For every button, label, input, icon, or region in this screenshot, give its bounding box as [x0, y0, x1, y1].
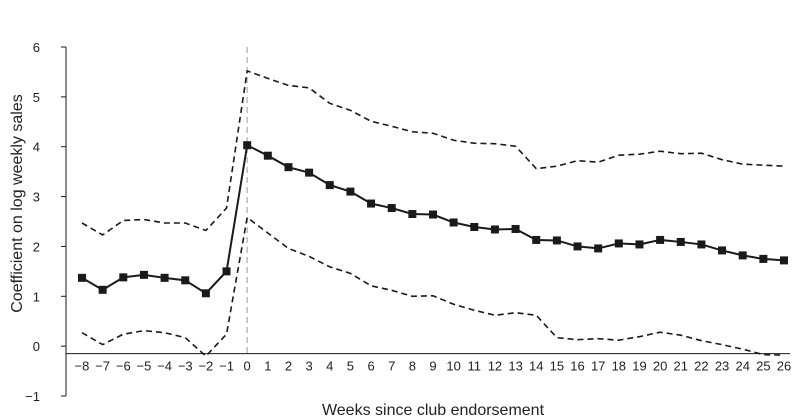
x-tick-label: −7: [95, 359, 110, 374]
estimate-point: [181, 276, 190, 285]
y-tick-label: 5: [33, 90, 40, 105]
estimate-point: [676, 237, 685, 246]
estimate-point: [98, 285, 107, 294]
estimate-point: [780, 256, 788, 265]
x-tick-label: −8: [75, 359, 90, 374]
x-tick-label: 13: [508, 359, 522, 374]
x-tick-label: 4: [326, 359, 333, 374]
estimate-point: [284, 163, 293, 172]
estimate-point: [532, 235, 541, 244]
x-tick-label: 12: [488, 359, 502, 374]
estimate-point: [263, 151, 272, 160]
x-tick-label: 26: [777, 359, 791, 374]
estimate-point: [759, 254, 768, 263]
x-tick-label: 21: [674, 359, 688, 374]
estimate-point: [408, 210, 417, 219]
x-tick-label: 1: [264, 359, 271, 374]
x-tick-label: 16: [570, 359, 584, 374]
x-tick-label: 7: [388, 359, 395, 374]
estimate-point: [78, 273, 86, 282]
y-tick-label: 0: [33, 339, 40, 354]
estimate-point: [346, 187, 355, 196]
x-axis-label: Weeks since club endorsement: [322, 402, 545, 419]
x-tick-label: −6: [116, 359, 131, 374]
x-tick-label: −2: [198, 359, 213, 374]
x-tick-label: −5: [137, 359, 152, 374]
estimate-point: [614, 239, 623, 248]
y-axis-label: Coefficient on log weekly sales: [9, 94, 26, 313]
estimate-point: [222, 267, 231, 276]
y-tick-label: 3: [33, 190, 40, 205]
estimate-point: [119, 273, 128, 282]
x-tick-label: 18: [612, 359, 626, 374]
upper-bound-line: [81, 69, 785, 236]
estimate-point: [656, 235, 665, 244]
x-tick-label: 25: [756, 359, 770, 374]
x-tick-label: −4: [157, 359, 172, 374]
x-tick-label: 15: [550, 359, 564, 374]
x-tick-label: 6: [367, 359, 374, 374]
estimate-point: [573, 242, 582, 251]
x-tick-label: 14: [529, 359, 543, 374]
x-tick-label: 22: [694, 359, 708, 374]
x-tick-label: 24: [735, 359, 749, 374]
x-tick-label: 10: [446, 359, 460, 374]
estimate-point: [367, 199, 376, 208]
y-tick-labels: −1 0 1 2 3 4 5 6: [25, 40, 40, 404]
x-tick-label: 17: [591, 359, 605, 374]
x-tick-label: 5: [347, 359, 354, 374]
estimate-point: [201, 289, 210, 298]
axes: [61, 46, 790, 397]
y-tick-label: 4: [33, 140, 40, 155]
estimate-point: [387, 204, 396, 213]
estimate-point: [697, 240, 706, 249]
estimate-point: [139, 270, 148, 279]
x-tick-label: 2: [285, 359, 292, 374]
series-group: [78, 69, 788, 358]
y-tick-label: −1: [25, 389, 40, 404]
estimate-point: [305, 168, 314, 177]
estimate-point: [718, 246, 727, 255]
x-tick-label: 0: [244, 359, 251, 374]
x-tick-label: −1: [219, 359, 234, 374]
estimate-point: [511, 224, 520, 233]
estimate-point: [594, 244, 603, 253]
lower-bound-line: [81, 216, 785, 358]
x-tick-label: 11: [468, 359, 482, 374]
x-tick-labels: −8 −7 −6 −5 −4 −3 −2 −1 0 1 2 3 4 5 6 7 8 9 10 11 12 13 14 15 16…: [75, 359, 792, 374]
y-tick-label: 1: [33, 289, 40, 304]
x-tick-label: −3: [178, 359, 193, 374]
estimate-point: [738, 251, 747, 260]
x-tick-label: 23: [715, 359, 729, 374]
x-tick-label: 19: [632, 359, 646, 374]
y-tick-label: 2: [33, 239, 40, 254]
x-tick-label: 20: [653, 359, 667, 374]
estimate-point: [470, 222, 479, 231]
estimate-line: [81, 143, 785, 295]
x-tick-label: 8: [409, 359, 416, 374]
estimate-point: [490, 225, 499, 234]
estimate-point: [552, 236, 561, 245]
x-tick-label: 3: [306, 359, 313, 374]
y-tick-label: 6: [33, 40, 40, 55]
estimate-point: [635, 240, 644, 249]
estimate-point: [325, 181, 334, 190]
estimate-point: [429, 210, 437, 219]
estimate-point: [243, 141, 252, 150]
estimate-point: [449, 218, 458, 227]
estimate-point: [160, 273, 169, 282]
x-tick-label: 9: [429, 359, 436, 374]
